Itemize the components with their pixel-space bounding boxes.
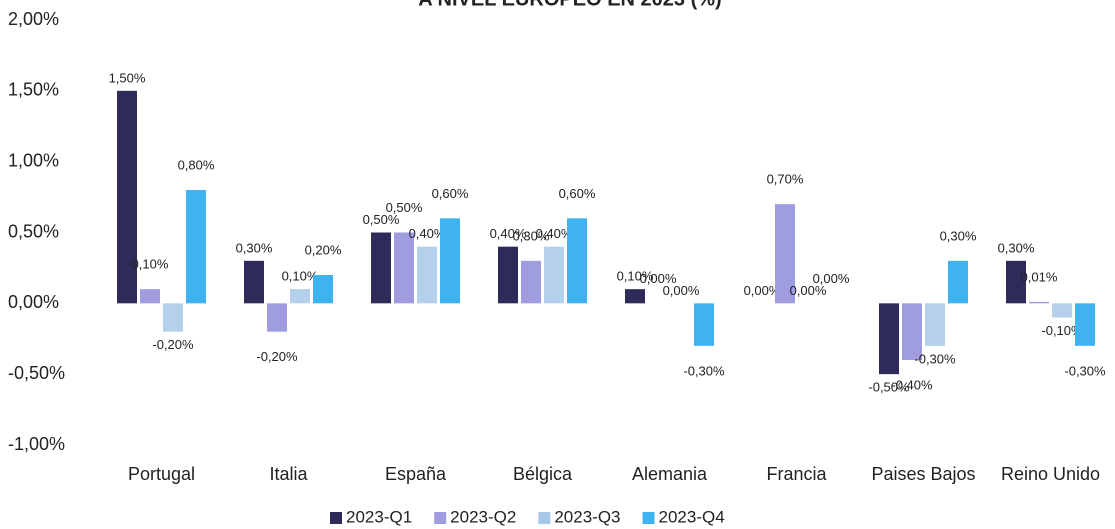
bar <box>440 218 460 304</box>
bar <box>567 218 587 304</box>
bar <box>117 90 137 304</box>
bar <box>694 303 714 346</box>
data-label: -0,30% <box>683 363 725 378</box>
y-tick-label: 0,00% <box>8 292 59 312</box>
legend-label: 2023-Q4 <box>659 507 725 526</box>
data-label: 0,30% <box>236 240 273 255</box>
data-label: 0,30% <box>940 228 977 243</box>
data-label: 0,00% <box>790 283 827 298</box>
x-tick-label: España <box>385 464 447 484</box>
data-label: 0,00% <box>663 283 700 298</box>
bar <box>902 303 922 360</box>
bar <box>1029 301 1049 304</box>
bar <box>417 246 437 304</box>
data-label: 0,50% <box>363 212 400 227</box>
data-label: 0,20% <box>305 242 342 257</box>
data-label: -0,50% <box>868 380 910 395</box>
data-label: 0,00% <box>640 271 677 286</box>
data-label: 0,80% <box>178 157 215 172</box>
data-label: 0,60% <box>559 186 596 201</box>
bar <box>1006 260 1026 304</box>
bar <box>244 260 264 304</box>
bar <box>948 260 968 304</box>
data-label: -0,20% <box>256 349 298 364</box>
data-label: 0,40% <box>490 226 527 241</box>
data-label: -0,20% <box>152 337 194 352</box>
data-label: -0,40% <box>891 377 933 392</box>
bar <box>163 303 183 332</box>
data-label: 0,70% <box>767 172 804 187</box>
bar <box>313 275 333 304</box>
data-label: 1,50% <box>109 70 146 85</box>
bar <box>544 246 564 304</box>
data-label: -0,30% <box>914 351 956 366</box>
bar <box>371 232 391 304</box>
legend-label: 2023-Q2 <box>450 507 516 526</box>
y-tick-label: 0,50% <box>8 221 59 241</box>
x-tick-label: Francia <box>766 464 827 484</box>
y-tick-label: 2,00% <box>8 9 59 29</box>
data-label: 0,01% <box>1021 269 1058 284</box>
legend-swatch <box>642 512 655 524</box>
data-label: 0,10% <box>132 257 169 272</box>
data-label: 0,40% <box>536 226 573 241</box>
data-label: 0,00% <box>813 271 850 286</box>
data-label: 0,50% <box>386 200 423 215</box>
x-tick-label: Alemania <box>632 464 708 484</box>
legend-swatch <box>434 512 447 524</box>
data-label: 0,10% <box>282 269 319 284</box>
x-tick-label: Paises Bajos <box>871 464 975 484</box>
data-label: 0,60% <box>432 186 469 201</box>
bar <box>1075 303 1095 346</box>
bar <box>290 289 310 304</box>
bar <box>879 303 899 375</box>
legend-label: 2023-Q3 <box>554 507 620 526</box>
data-label: -0,10% <box>1041 323 1083 338</box>
bar <box>775 204 795 304</box>
bar <box>267 303 287 332</box>
bar <box>498 246 518 304</box>
data-label: 0,30% <box>513 228 550 243</box>
bar <box>625 289 645 304</box>
legend-label: 2023-Q1 <box>346 507 412 526</box>
x-tick-label: Portugal <box>128 464 195 484</box>
data-label: 0,00% <box>744 283 781 298</box>
y-tick-label: -1,00% <box>8 434 65 454</box>
x-tick-label: Italia <box>269 464 308 484</box>
y-tick-label: 1,50% <box>8 80 59 100</box>
x-tick-label: Reino Unido <box>1001 464 1100 484</box>
y-tick-label: -0,50% <box>8 363 65 383</box>
bar <box>1052 303 1072 318</box>
bar <box>394 232 414 304</box>
bar <box>140 289 160 304</box>
bar <box>521 260 541 304</box>
legend-swatch <box>538 512 551 524</box>
data-label: 0,30% <box>998 240 1035 255</box>
bar <box>925 303 945 346</box>
data-label: 0,10% <box>617 269 654 284</box>
data-label: -0,30% <box>1064 363 1106 378</box>
data-label: 0,40% <box>409 226 446 241</box>
x-tick-label: Bélgica <box>513 464 573 484</box>
y-tick-label: 1,00% <box>8 150 59 170</box>
chart-title: A NIVEL EUROPEO EN 2023 (%) <box>418 0 721 10</box>
bar <box>186 190 206 304</box>
legend-swatch <box>330 512 342 524</box>
